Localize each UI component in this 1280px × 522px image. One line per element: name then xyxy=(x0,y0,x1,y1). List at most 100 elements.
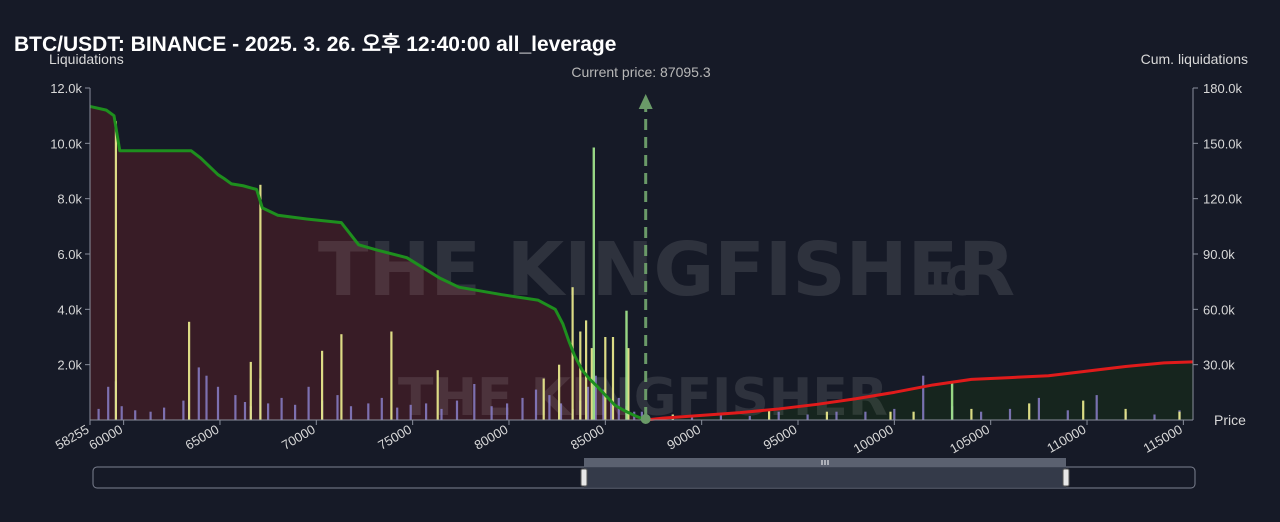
y-left-tick-label: 12.0k xyxy=(50,81,82,96)
liquidation-bar-purple[interactable] xyxy=(1037,397,1040,420)
liquidation-bar-purple[interactable] xyxy=(267,403,270,420)
liquidation-bar-purple[interactable] xyxy=(610,400,613,420)
liquidation-bar-yellow[interactable] xyxy=(585,320,588,420)
liquidation-bar-yellow[interactable] xyxy=(912,411,915,420)
long-cum-line[interactable] xyxy=(645,360,1194,422)
liquidation-bar-purple[interactable] xyxy=(1008,408,1012,420)
liquidation-bar-purple[interactable] xyxy=(107,386,110,420)
liquidation-bar-purple[interactable] xyxy=(455,400,459,420)
liquidation-bar-yellow[interactable] xyxy=(1178,411,1181,420)
liquidation-bar-purple[interactable] xyxy=(534,389,538,420)
liquidation-bar-purple[interactable] xyxy=(234,395,237,420)
x-tick-label: 105000 xyxy=(947,422,992,457)
liquidation-bar-purple[interactable] xyxy=(980,411,983,420)
liquidation-bar-yellow[interactable] xyxy=(114,121,117,420)
liquidation-bar-purple[interactable] xyxy=(440,408,443,420)
liquidation-bar-yellow[interactable] xyxy=(970,408,973,420)
liquidation-bar-purple[interactable] xyxy=(806,414,809,421)
liquidation-bar-purple[interactable] xyxy=(719,413,722,420)
liquidation-bar-purple[interactable] xyxy=(748,415,751,420)
liquidation-bar-yellow[interactable] xyxy=(768,408,771,420)
liquidation-bar-purple[interactable] xyxy=(307,386,310,420)
liquidation-bar-purple[interactable] xyxy=(149,411,152,420)
liquidation-bar-purple[interactable] xyxy=(521,397,524,420)
liquidation-bar-yellow[interactable] xyxy=(1028,403,1031,420)
liquidation-bar-purple[interactable] xyxy=(243,402,247,420)
liquidation-bar-yellow[interactable] xyxy=(558,364,561,420)
liquidation-bar-yellow[interactable] xyxy=(1124,408,1127,420)
liquidation-bar-purple[interactable] xyxy=(922,375,925,420)
liquidation-bar-purple[interactable] xyxy=(409,404,412,420)
liquidation-bar-purple[interactable] xyxy=(425,403,428,420)
liquidation-bar-yellow[interactable] xyxy=(611,337,615,420)
liquidation-bar-green[interactable] xyxy=(950,381,954,420)
liquidation-bar-yellow[interactable] xyxy=(249,361,252,420)
liquidation-bar-yellow[interactable] xyxy=(604,337,607,420)
liquidation-bar-purple[interactable] xyxy=(864,411,867,420)
liquidation-bar-purple[interactable] xyxy=(367,403,370,420)
liquidation-bar-purple[interactable] xyxy=(1066,410,1069,420)
liquidation-bar-yellow[interactable] xyxy=(188,321,191,420)
liquidation-bar-yellow[interactable] xyxy=(579,331,582,421)
x-tick-label: 75000 xyxy=(375,422,414,453)
x-tick-label: 65000 xyxy=(183,422,222,453)
short-cum-line[interactable] xyxy=(89,104,647,422)
liquidation-bar-yellow[interactable] xyxy=(1082,400,1085,420)
liquidation-bar-yellow[interactable] xyxy=(542,378,545,421)
liquidation-bar-yellow[interactable] xyxy=(889,411,892,420)
current-price-arrow-icon xyxy=(638,94,653,109)
y-right-tick-label: 60.0k xyxy=(1203,302,1235,317)
liquidation-bar-purple[interactable] xyxy=(120,406,123,420)
liquidation-bar-yellow[interactable] xyxy=(321,350,324,420)
x-tick-label: 60000 xyxy=(86,422,125,453)
liquidation-bar-purple[interactable] xyxy=(163,407,166,420)
liquidation-bar-purple[interactable] xyxy=(216,386,220,420)
y-right-tick-label: 30.0k xyxy=(1203,358,1235,373)
current-price-dot[interactable] xyxy=(640,414,651,424)
slider-grip-icon[interactable] xyxy=(821,460,829,465)
liquidation-bar-purple[interactable] xyxy=(586,386,590,420)
liquidation-bar-purple[interactable] xyxy=(197,367,200,420)
liquidation-bar-purple[interactable] xyxy=(506,403,509,420)
liquidation-bar-purple[interactable] xyxy=(594,375,597,420)
liquidation-bar-yellow[interactable] xyxy=(590,348,593,420)
y-right-tick-label: 90.0k xyxy=(1203,247,1235,262)
liquidation-bar-purple[interactable] xyxy=(490,406,493,420)
liquidation-bar-purple[interactable] xyxy=(396,407,399,420)
liquidation-bar-purple[interactable] xyxy=(134,410,137,420)
liquidation-bar-purple[interactable] xyxy=(336,395,339,420)
liquidation-bar-purple[interactable] xyxy=(602,389,605,420)
liquidation-bar-green[interactable] xyxy=(592,147,595,421)
liquidation-bar-purple[interactable] xyxy=(182,400,185,420)
liquidation-bar-purple[interactable] xyxy=(690,415,694,420)
liquidation-bar-purple[interactable] xyxy=(1095,395,1098,420)
y-left-tick-label: 4.0k xyxy=(57,302,82,317)
liquidation-bar-yellow[interactable] xyxy=(627,348,630,420)
slider-selection[interactable] xyxy=(584,467,1066,488)
liquidation-bar-purple[interactable] xyxy=(777,411,780,420)
slider-handle-left[interactable] xyxy=(580,468,588,487)
liquidation-bar-purple[interactable] xyxy=(1153,414,1156,421)
liquidation-bar-yellow[interactable] xyxy=(259,184,262,420)
liquidation-bar-purple[interactable] xyxy=(349,406,353,420)
liquidation-bar-yellow[interactable] xyxy=(825,411,828,420)
slider-handle-right[interactable] xyxy=(1062,468,1070,487)
liquidation-bar-purple[interactable] xyxy=(548,395,551,420)
liquidation-bar-purple[interactable] xyxy=(893,408,896,420)
liquidation-bar-yellow[interactable] xyxy=(390,331,393,421)
y-right-tick-label: 120.0k xyxy=(1203,192,1243,207)
liquidation-bar-purple[interactable] xyxy=(205,375,208,420)
liquidation-bar-purple[interactable] xyxy=(835,411,838,420)
liquidation-bar-purple[interactable] xyxy=(380,397,383,420)
liquidation-bar-green[interactable] xyxy=(625,310,628,420)
liquidation-bar-yellow[interactable] xyxy=(436,370,439,420)
liquidation-bar-purple[interactable] xyxy=(97,408,100,420)
liquidation-bar-purple[interactable] xyxy=(559,403,563,420)
liquidation-bar-purple[interactable] xyxy=(280,397,283,420)
range-slider[interactable] xyxy=(92,458,1196,489)
liquidation-bar-yellow[interactable] xyxy=(340,334,343,420)
liquidation-bar-purple[interactable] xyxy=(294,404,297,420)
y-left-tick-label: 2.0k xyxy=(57,358,82,373)
liquidation-bar-purple[interactable] xyxy=(473,384,476,420)
